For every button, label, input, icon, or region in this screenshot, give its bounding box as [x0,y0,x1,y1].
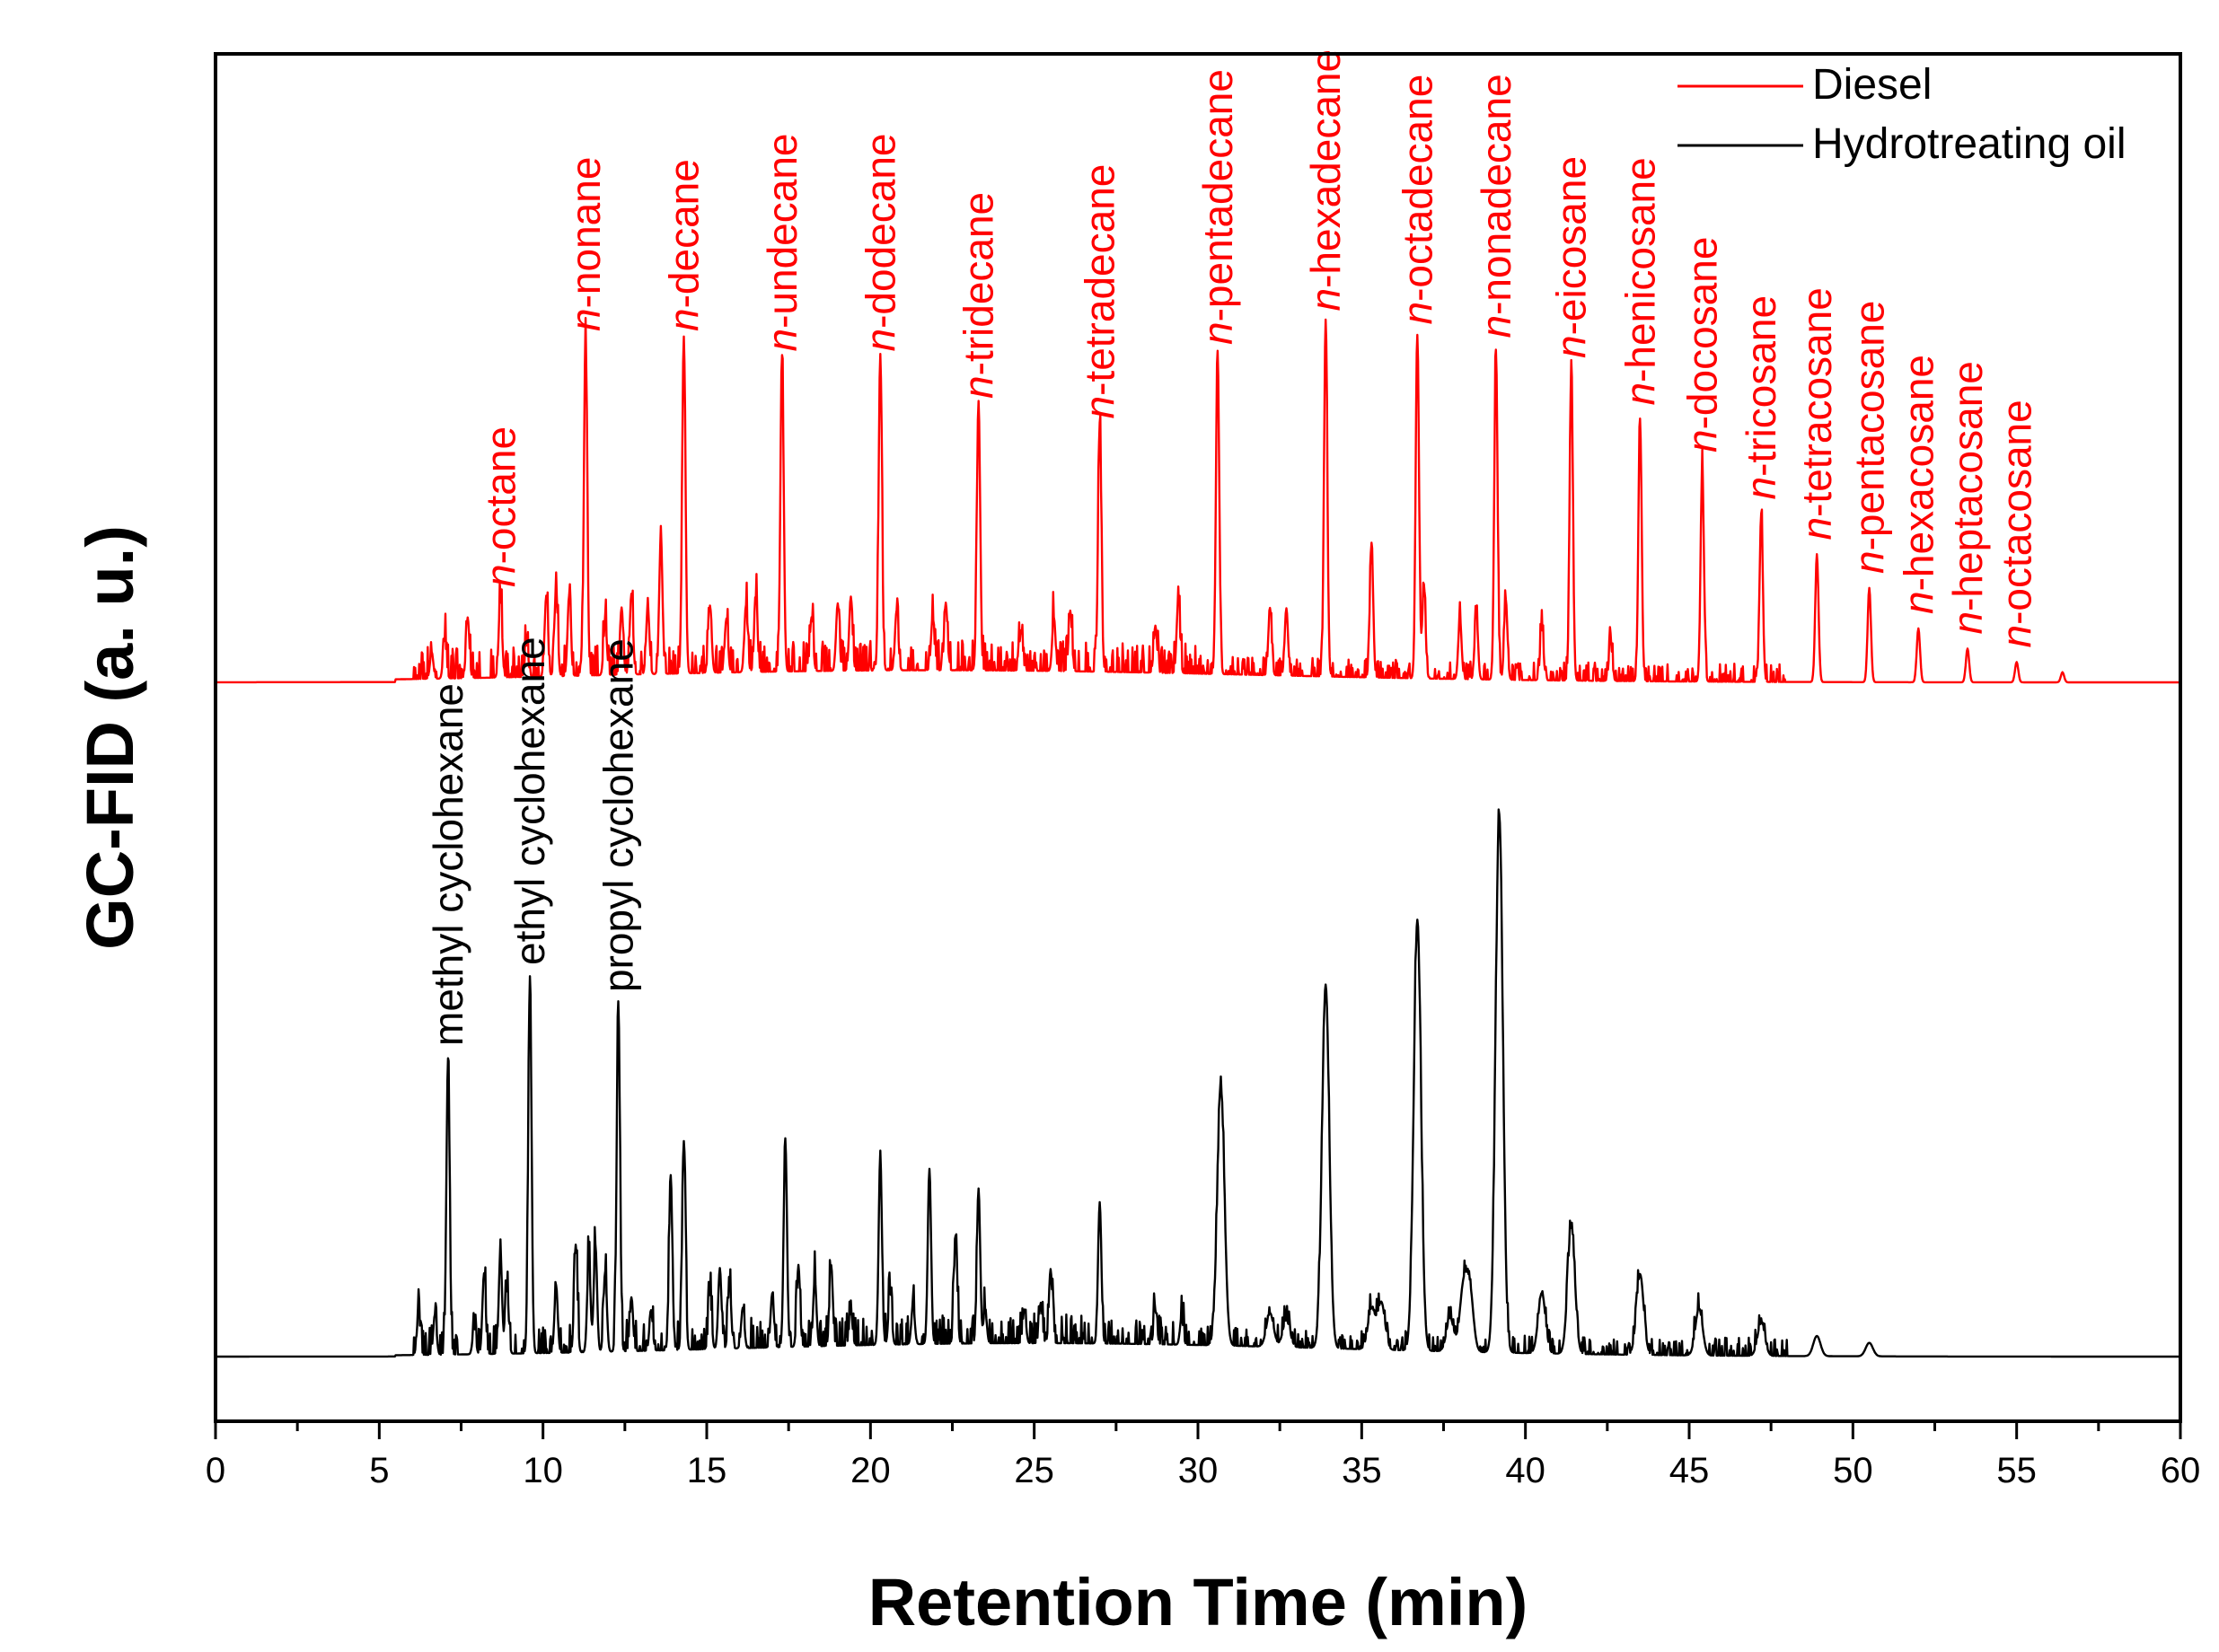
peak-label: n-docosane [1679,237,1726,453]
peak-label: n-eicosane [1548,156,1595,358]
peak-label-prefix: n [1194,321,1241,345]
peak-label-prefix: n [562,308,609,331]
peak-label-prefix: n [477,564,524,587]
peak-label-text: -henicosane [1616,157,1663,382]
peak-label: n-dodecane [857,134,903,352]
series-diesel: n-octanen-nonanen-decanen-undecanen-dode… [215,49,2181,684]
peak-label-text: -undecane [759,134,806,329]
peak-label-text: -eicosane [1548,156,1595,335]
peak-label-prefix: n [1548,335,1595,358]
peak-label-text: -tetracosane [1793,287,1840,517]
peak-label-text: -tridecane [955,192,1002,376]
peak-label: n-hexacosane [1895,355,1942,614]
peak-label-text: -pentacosane [1846,301,1893,551]
peak-label-prefix: n [955,375,1002,399]
peak-label-text: -hexacosane [1895,355,1942,591]
peak-label: n-nonane [562,157,609,331]
peak-label-text: -tetradecane [1077,164,1123,396]
x-tick-label: 20 [850,1451,891,1490]
peak-label-text: -heptacosane [1944,361,1991,611]
plot-area: n-octanen-nonanen-decanen-undecanen-dode… [215,49,2181,1358]
peak-label-prefix: n [660,308,707,331]
peak-label-text: -octacosane [1994,400,2040,625]
peak-label-text: -nonane [562,157,609,309]
series-line [215,808,2181,1358]
peak-label-text: -octadecane [1394,75,1440,302]
peak-label: n-octacosane [1994,400,2040,647]
peak-label-text: propyl cyclohexane [595,638,642,992]
peak-label: n-tetracosane [1793,287,1840,540]
peak-label: n-nonadecane [1473,74,1519,338]
y-axis-title: GC-FID (a. u.) [73,525,147,950]
peak-label: n-decane [660,159,707,331]
x-axis: 0 5 10 15 20 25 30 35 40 45 50 55 60 [206,1421,2200,1490]
peak-label: methyl cyclohexane [425,683,471,1046]
peak-label-text: -octane [477,426,524,564]
peak-label-text: methyl cyclohexane [425,683,471,1046]
peak-label-prefix: n [1944,611,1991,635]
peak-label-prefix: n [1895,591,1942,614]
x-tick-label: 50 [1833,1451,1873,1490]
peak-label-prefix: n [1077,396,1123,419]
peak-label-prefix: n [1394,302,1440,325]
peak-label-prefix: n [1846,550,1893,574]
peak-label: ethyl cyclohexane [506,637,553,965]
x-tick-label: 15 [687,1451,727,1490]
peak-label-text: -nonadecane [1473,74,1519,315]
peak-label: n-octadecane [1394,75,1440,325]
x-tick-label: 5 [369,1451,389,1490]
peak-label: propyl cyclohexane [595,638,642,992]
peak-label-prefix: n [1994,625,2040,648]
peak-label: n-hexadecane [1302,49,1349,312]
x-tick-label: 10 [523,1451,563,1490]
peak-label-prefix: n [1679,429,1726,453]
peak-label-text: -hexadecane [1302,49,1349,288]
peak-label: n-tridecane [955,192,1002,399]
series-line [215,317,2181,684]
legend-label: Diesel [1812,61,1932,109]
x-tick-label: 35 [1342,1451,1382,1490]
x-tick-label: 45 [1669,1451,1710,1490]
peak-label: n-henicosane [1616,157,1663,405]
peak-label-prefix: n [1616,382,1663,406]
peak-label-prefix: n [857,329,903,352]
legend-label: Hydrotreating oil [1812,120,2127,168]
peak-label-prefix: n [759,329,806,352]
peak-label-text: -decane [660,159,707,308]
peak-label-prefix: n [1473,315,1519,338]
peak-label-text: -dodecane [857,134,903,329]
x-tick-label: 40 [1505,1451,1545,1490]
peak-label: n-undecane [759,134,806,352]
peak-label-text: -tricosane [1738,295,1784,477]
peak-label: n-tetradecane [1077,164,1123,419]
peak-label: n-pentacosane [1846,301,1893,574]
peak-label: n-tricosane [1738,295,1784,500]
series-hydrotreating-oil: methyl cyclohexane ethyl cyclohexane propy… [215,637,2181,1358]
x-tick-label: 0 [206,1451,225,1490]
x-tick-label: 30 [1178,1451,1219,1490]
x-tick-label: 55 [1996,1451,2037,1490]
x-axis-title: Retention Time (min) [868,1565,1528,1639]
peak-label-prefix: n [1302,288,1349,312]
legend: Diesel Hydrotreating oil [1677,61,2127,168]
peak-label-text: -pentadecane [1194,69,1241,321]
peak-label-text: -docosane [1679,237,1726,430]
peak-label-text: ethyl cyclohexane [506,637,553,965]
x-tick-label: 60 [2161,1451,2201,1490]
peak-label-prefix: n [1793,517,1840,540]
peak-label: n-heptacosane [1944,361,1991,634]
peak-label: n-pentadecane [1194,69,1241,345]
x-tick-label: 25 [1014,1451,1054,1490]
peak-label-prefix: n [1738,477,1784,500]
peak-label: n-octane [477,426,524,587]
